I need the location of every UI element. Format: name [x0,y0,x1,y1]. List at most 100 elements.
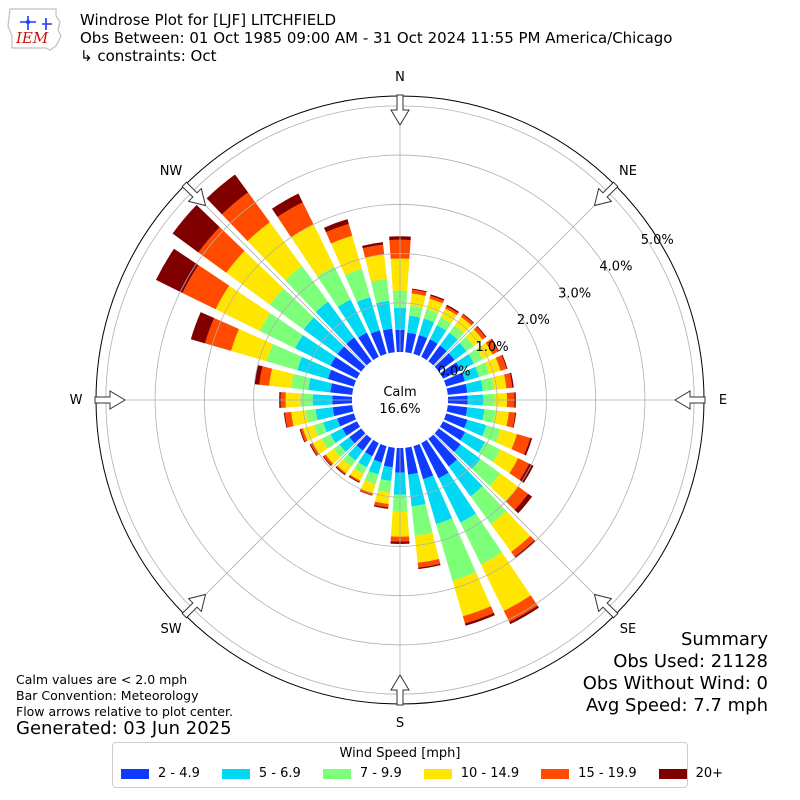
flow-arrow [593,181,619,207]
wedge-segment [283,412,288,428]
wedge-segment [362,244,385,258]
legend-title: Wind Speed [mph] [339,746,461,761]
wedge-segment [380,465,393,482]
wedge-segment [501,354,508,370]
wedge-segment [317,266,351,307]
legend-label: 15 - 19.9 [578,766,637,781]
wedge-segment [325,223,353,244]
arrow-shape [390,94,410,126]
wedge-segment [490,511,531,552]
arrow-shape [390,674,410,706]
flow-arrow [94,390,126,410]
wedge-segment [413,443,434,480]
legend-swatch [541,768,570,779]
legend-swatch [221,768,250,779]
wedge-segment [190,312,215,344]
wedge-segment [423,308,439,323]
constraints-label: ↳ constraints: Oct [80,47,217,65]
wedge-segment [337,413,357,427]
wedge-segment [230,328,273,362]
wedge-segment [315,301,355,345]
wedge-segment [426,298,443,314]
legend-swatch [322,768,351,779]
arrow-shape [593,181,619,207]
wedge-segment [377,479,392,493]
bar-convention-note: Bar Convention: Meteorology [16,688,199,703]
wedge-segment [509,605,539,625]
wedge-segment [365,439,379,457]
wedge-segment [421,339,438,361]
summary-obs-used: Obs Used: 21128 [613,651,768,672]
wedge-segment [312,438,328,455]
wedge-segment [460,513,503,565]
wedge-segment [409,305,423,318]
wedge-segment [342,421,361,436]
grid-spoke [433,433,616,616]
wedge-segment [259,313,303,349]
wedge-segment [421,439,449,479]
wedge-segment [478,441,501,463]
wedge-segment [291,224,335,277]
arrow-shape [593,593,619,619]
wedge-segment [254,365,263,385]
wedge-segment [405,446,418,475]
compass-label-sw: SW [160,622,181,637]
wedge-segment [330,428,347,444]
wedge-segment [476,342,493,360]
grid-spoke [184,184,367,367]
wedge-segment [429,325,447,344]
wedge-segment [459,336,474,352]
flow-arrow [390,94,410,126]
compass-label-w: W [70,393,83,408]
wedge-segment [313,422,327,437]
legend-swatch [423,768,452,779]
wedge-segment [297,356,332,380]
wedge-segment [411,503,433,536]
wedge-segment [514,493,533,514]
wedge-segment [434,428,461,452]
iem-logo: IEM [7,8,62,51]
wedge-segment [335,466,346,476]
wedge-segment [291,373,311,391]
wedge-segment [411,289,427,297]
wedge-segment [524,437,533,456]
wedge-segment [332,405,354,417]
wedge-segment [448,459,483,497]
speed-legend: Wind Speed [mph] 2 - 4.9 5 - 6.9 7 - 9.9… [112,742,723,788]
wedge-segment [503,595,538,622]
wedge-segment [315,407,335,421]
wedge-segment [277,202,314,238]
wedge-segment [323,418,341,433]
wedge-segment [475,362,490,377]
wedge-segment [446,304,460,314]
wedge-segment [327,369,357,387]
wedge-segment [446,405,468,417]
wedge-segment [461,366,480,382]
wedge-segment [382,328,395,354]
wedge-segment [383,446,395,468]
wedge-segment [325,448,341,464]
wedge-segment [309,444,318,457]
wedge-segment [482,409,496,423]
wedge-segment [503,373,513,389]
wedge-segment [511,433,531,455]
compass-label-nw: NW [160,164,183,179]
wedge-segment [452,572,491,617]
wedge-segment [436,518,476,581]
wedge-segment [359,490,373,496]
chart-subtitle: Obs Between: 01 Oct 1985 09:00 AM - 31 O… [80,29,673,47]
legend-label: 10 - 14.9 [460,766,520,781]
legend-swatch [658,768,687,779]
wedge-segment [438,472,476,523]
summary-avg-speed: Avg Speed: 7.7 mph [586,695,768,716]
wedge-segment [445,306,459,316]
wedge-segment [323,454,334,466]
wedge-segment [364,470,379,484]
compass-label-n: N [395,70,405,85]
legend-label: 20+ [695,766,724,781]
wedge-segment [305,409,318,423]
wedge-segment [370,278,390,304]
wedge-segment [299,428,306,443]
r-tick-label: 0.0% [438,365,471,380]
wedge-segment [300,428,308,442]
